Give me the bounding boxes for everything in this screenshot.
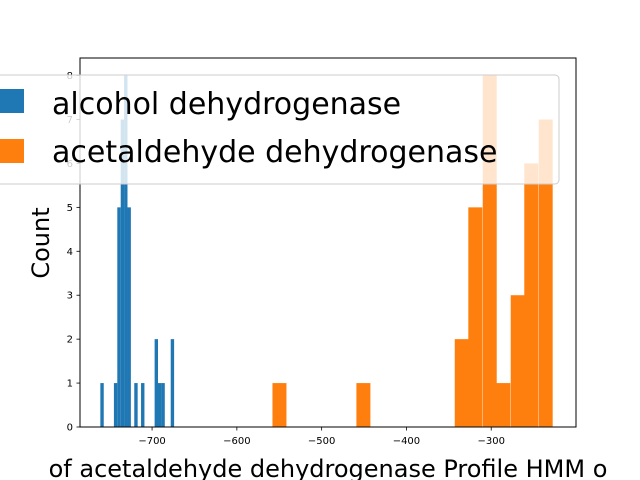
histogram-bar bbox=[454, 339, 469, 427]
histogram-bar bbox=[117, 207, 121, 427]
histogram-bar bbox=[524, 163, 539, 427]
x-axis-label: of acetaldehyde dehydrogenase Profile HM… bbox=[49, 455, 608, 480]
x-axis: −700 −600 −500 −400 −300 bbox=[138, 427, 505, 447]
y-tick-label: 3 bbox=[67, 291, 73, 302]
x-tick-label: −600 bbox=[223, 436, 250, 447]
histogram-bar bbox=[134, 383, 138, 427]
legend-label-acetaldehyde: acetaldehyde dehydrogenase bbox=[52, 135, 497, 170]
histogram-bar bbox=[538, 119, 553, 427]
histogram-bar bbox=[124, 75, 128, 428]
histogram-bar bbox=[272, 383, 287, 427]
legend: alcohol dehydrogenase acetaldehyde dehyd… bbox=[0, 74, 560, 185]
histogram-bar bbox=[170, 339, 175, 427]
histogram-bar bbox=[356, 383, 371, 427]
y-tick-label: 5 bbox=[67, 203, 73, 214]
y-tick-label: 0 bbox=[67, 423, 73, 434]
histogram-bar bbox=[120, 119, 125, 427]
histogram-bar bbox=[154, 339, 159, 427]
legend-box bbox=[0, 74, 560, 185]
y-axis-label: Count bbox=[27, 207, 55, 278]
histogram-bar bbox=[141, 383, 145, 427]
legend-label-alcohol: alcohol dehydrogenase bbox=[52, 87, 401, 122]
histogram-bar bbox=[127, 207, 131, 427]
histogram-bar bbox=[158, 383, 162, 427]
histogram-bar bbox=[100, 383, 104, 427]
x-tick-label: −300 bbox=[477, 436, 504, 447]
legend-swatch-alcohol bbox=[0, 89, 24, 113]
legend-swatch-acetaldehyde bbox=[0, 139, 24, 163]
x-tick-label: −500 bbox=[308, 436, 335, 447]
histogram-bar bbox=[113, 383, 118, 427]
histogram-bar bbox=[496, 383, 511, 427]
x-tick-label: −700 bbox=[138, 436, 165, 447]
y-tick-label: 2 bbox=[67, 335, 73, 346]
x-tick-label: −400 bbox=[393, 436, 420, 447]
histogram-bar bbox=[468, 207, 483, 427]
histogram-bar bbox=[161, 383, 165, 427]
histogram-bar bbox=[510, 295, 525, 427]
y-tick-label: 4 bbox=[67, 247, 73, 258]
plot-frame bbox=[79, 57, 577, 428]
y-tick-label: 1 bbox=[67, 379, 73, 390]
